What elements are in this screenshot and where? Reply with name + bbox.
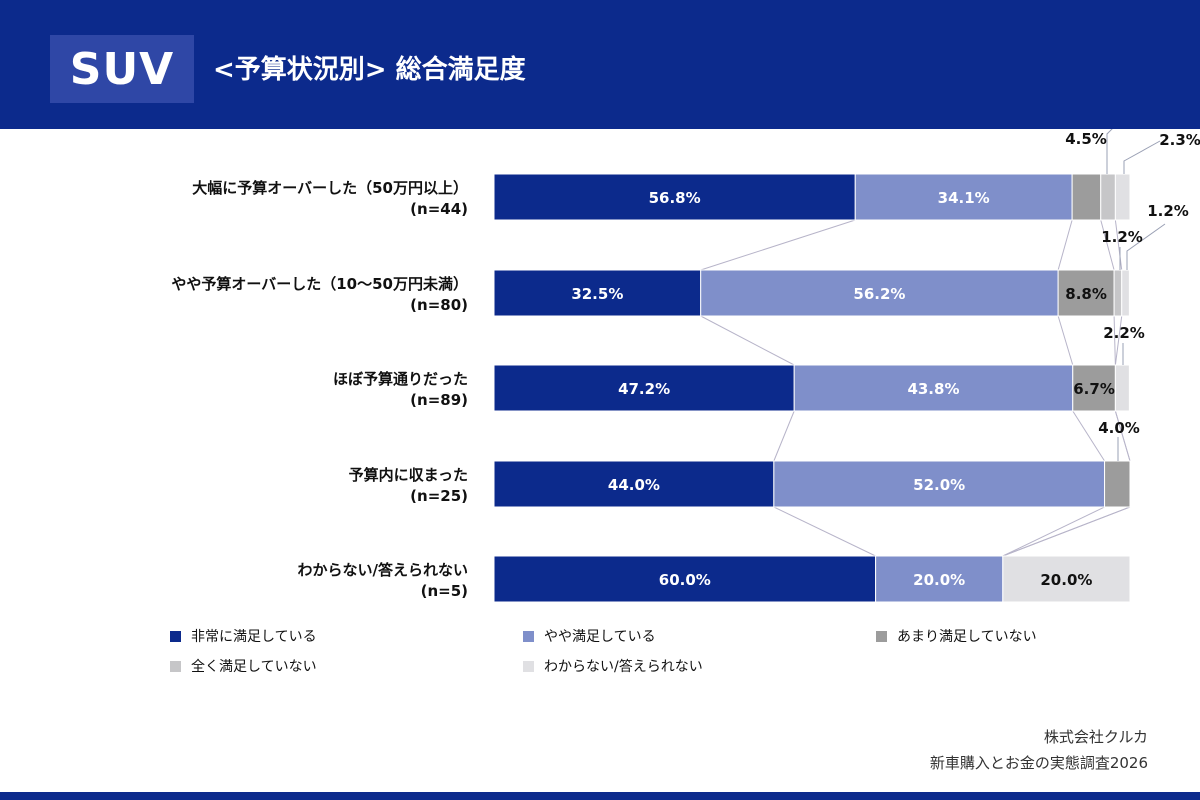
leader-line <box>1123 140 1161 174</box>
category-label: 大幅に予算オーバーした（50万円以上） <box>192 179 468 197</box>
legend-item: わからない/答えられない <box>523 656 703 676</box>
bar-segment <box>793 364 1074 412</box>
source-survey: 新車購入とお金の実態調査2026 <box>929 754 1148 772</box>
bar-segment <box>1113 269 1123 317</box>
data-label: 44.0% <box>608 476 660 494</box>
chart-panel: 大幅に予算オーバーした（50万円以上） (n=44) やや予算オーバーした（10～5… <box>0 129 1200 792</box>
bar-segment <box>493 460 775 508</box>
category-label: ほぼ予算通りだった <box>333 370 468 388</box>
connector-line <box>1114 219 1123 271</box>
category-n: (n=44) <box>410 200 468 218</box>
stacked-bar-chart: 大幅に予算オーバーした（50万円以上） (n=44) やや予算オーバーした（10～5… <box>171 129 1200 603</box>
data-label: 6.7% <box>1073 380 1115 398</box>
bar-segment <box>493 364 795 412</box>
category-n: (n=5) <box>421 582 468 600</box>
bar-segment <box>1100 173 1116 221</box>
leader-line <box>1106 129 1113 174</box>
category-n: (n=89) <box>410 391 468 409</box>
legend-item: 非常に満足している <box>170 626 317 646</box>
data-label: 20.0% <box>913 571 965 589</box>
legend-swatch <box>170 660 181 672</box>
data-label: 52.0% <box>913 476 965 494</box>
connector-line <box>1072 410 1105 462</box>
connector-line <box>1100 219 1115 271</box>
source-company: 株式会社クルカ <box>1043 728 1148 746</box>
connector-line <box>700 315 795 366</box>
category-label: やや予算オーバーした（10～50万円未満） <box>171 275 468 293</box>
data-label: 56.2% <box>853 285 905 303</box>
data-label: 60.0% <box>659 571 711 589</box>
bar-segment <box>700 269 1059 317</box>
connector-lines <box>700 219 1131 557</box>
data-label: 4.0% <box>1098 419 1140 437</box>
chart-title: <予算状況別> 総合満足度 <box>213 55 526 85</box>
bar-segment <box>1057 269 1115 317</box>
leader-line <box>1126 223 1166 270</box>
data-label: 43.8% <box>907 380 959 398</box>
bar-segment <box>1002 555 1131 603</box>
bar-segment <box>1104 460 1131 508</box>
connector-line <box>1002 506 1105 557</box>
legend-item: あまり満足していない <box>876 626 1037 646</box>
legend-swatch <box>523 630 534 642</box>
legend-label: わからない/答えられない <box>544 659 703 675</box>
data-label: 56.8% <box>649 189 701 207</box>
legend-item: やや満足している <box>523 626 656 646</box>
data-label: 2.3% <box>1159 131 1200 149</box>
legend-label: やや満足している <box>544 629 656 645</box>
data-label: 2.2% <box>1103 324 1145 342</box>
connector-line <box>1057 315 1074 366</box>
bar-segment <box>1071 173 1102 221</box>
data-label: 1.2% <box>1101 228 1143 246</box>
bar-segment <box>1121 269 1130 317</box>
bar-segment <box>1114 364 1130 412</box>
connector-line <box>1114 410 1131 462</box>
data-label: 34.1% <box>938 189 990 207</box>
connector-line <box>773 410 795 462</box>
bar-segment <box>493 555 877 603</box>
data-label: 1.2% <box>1147 202 1189 220</box>
connector-line <box>1113 315 1116 366</box>
category-label: わからない/答えられない <box>298 561 468 579</box>
connector-line <box>773 506 876 557</box>
connector-line <box>1002 506 1131 557</box>
bar-segment <box>1114 173 1131 221</box>
connector-line <box>1114 315 1123 366</box>
segment-badge: SUV <box>50 35 194 103</box>
connector-line <box>700 219 856 271</box>
bar-segment <box>493 269 702 317</box>
data-label: 4.5% <box>1065 130 1107 148</box>
category-n: (n=80) <box>410 296 468 314</box>
legend-swatch <box>170 630 181 642</box>
legend-swatch <box>523 660 534 672</box>
data-label: 20.0% <box>1040 571 1092 589</box>
category-n: (n=25) <box>410 487 468 505</box>
data-label: 32.5% <box>571 285 623 303</box>
legend-swatch <box>876 630 887 642</box>
data-label: 47.2% <box>618 380 670 398</box>
connector-line <box>1057 219 1073 271</box>
legend-item: 全く満足していない <box>170 656 317 676</box>
legend-label: 非常に満足している <box>191 629 317 645</box>
bar-segment <box>875 555 1004 603</box>
bar-segment <box>1072 364 1116 412</box>
legend-label: あまり満足していない <box>897 629 1037 645</box>
data-label: 8.8% <box>1065 285 1107 303</box>
category-label: 予算内に収まった <box>349 466 468 484</box>
bar-segment <box>854 173 1073 221</box>
bar-segment <box>773 460 1106 508</box>
bar-segment <box>493 173 856 221</box>
legend-label: 全く満足していない <box>191 659 317 675</box>
